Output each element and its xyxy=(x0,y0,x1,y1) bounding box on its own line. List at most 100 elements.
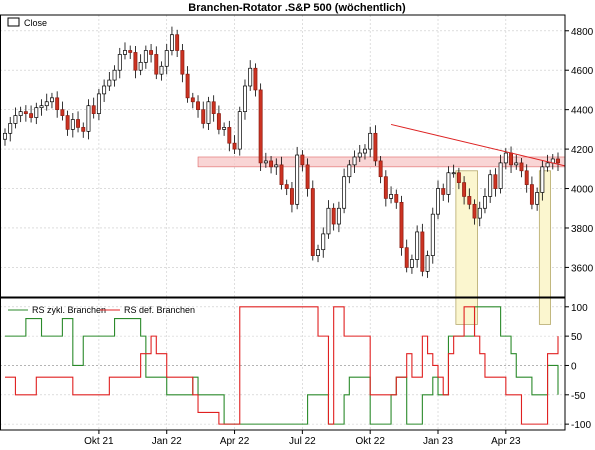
candle-body xyxy=(389,194,394,199)
candle-body xyxy=(383,176,388,199)
candle-body xyxy=(509,152,513,166)
candle-body xyxy=(29,113,34,118)
highlight-boxes xyxy=(455,170,551,325)
candle-body xyxy=(138,61,143,71)
candle-body xyxy=(243,85,247,112)
time-tick-label: Jul 22 xyxy=(289,436,316,447)
candle-body xyxy=(117,54,122,71)
candle-body xyxy=(498,162,503,189)
candle-body xyxy=(263,160,268,164)
candle-body xyxy=(279,164,284,185)
candle-body xyxy=(81,127,86,132)
chart-frame xyxy=(0,14,566,431)
candle-body xyxy=(169,34,174,51)
candle-body xyxy=(185,73,190,99)
time-tick-label: Okt 22 xyxy=(355,436,385,447)
candle-body xyxy=(477,207,482,219)
candle-body xyxy=(50,97,54,103)
candle-body xyxy=(133,52,138,71)
rs-panel-frame xyxy=(0,297,566,431)
candle-body xyxy=(368,132,373,150)
candle-body xyxy=(222,127,227,130)
candle-body xyxy=(3,132,7,140)
candle-body xyxy=(237,111,242,150)
candle-body xyxy=(363,148,367,154)
candle-body xyxy=(342,176,347,209)
candle-body xyxy=(503,152,508,164)
candle-body xyxy=(23,111,28,114)
candle-body xyxy=(399,201,404,249)
candle-body xyxy=(86,105,91,132)
rs-tick-label: 0 xyxy=(571,361,577,372)
candle-body xyxy=(123,50,127,55)
rs-tick-label: -100 xyxy=(571,420,591,431)
candle-body xyxy=(284,184,289,189)
candle-body xyxy=(258,89,263,164)
candle-body xyxy=(493,174,498,189)
candle-body xyxy=(289,188,294,205)
candle-body xyxy=(248,67,253,87)
candle-body xyxy=(70,119,75,130)
candle-body xyxy=(305,164,310,189)
candle-body xyxy=(76,119,80,128)
candle-body xyxy=(300,154,305,166)
candle-body xyxy=(420,231,425,272)
candle-body xyxy=(206,101,211,124)
candle-body xyxy=(556,158,560,164)
candle-body xyxy=(352,156,357,166)
candle-body xyxy=(60,109,65,116)
candle-body xyxy=(39,105,44,109)
candle-body xyxy=(216,113,221,130)
candle-body xyxy=(472,203,477,219)
grid-lines xyxy=(0,15,565,430)
close-legend-label: Close xyxy=(24,18,47,28)
candle-body xyxy=(102,85,107,95)
candle-body xyxy=(310,188,315,256)
time-tick-label: Jan 22 xyxy=(152,436,182,447)
price-tick-label: 4800 xyxy=(571,27,594,38)
candle-body xyxy=(446,172,451,195)
close-legend-swatch xyxy=(7,17,20,27)
time-tick-label: Apr 22 xyxy=(220,436,250,447)
highlight-box xyxy=(455,170,478,325)
rs-defensive-line xyxy=(5,306,559,425)
rs-tick-label: -50 xyxy=(571,391,586,402)
candle-body xyxy=(357,152,362,158)
candle-body xyxy=(196,101,200,111)
candle-body xyxy=(347,164,352,178)
candle-body xyxy=(425,255,430,272)
candle-body xyxy=(451,172,456,175)
candle-body xyxy=(409,259,414,268)
candle-body xyxy=(143,50,148,63)
legends: Close RS zykl. Branchen RS def. Branchen xyxy=(7,17,195,315)
axis-labels: 3600 3800 4000 4200 4400 4600 4800 100 50 0 -50 -10… xyxy=(84,27,594,447)
rs-defensive-legend-label: RS def. Branchen xyxy=(124,305,195,315)
candle-body xyxy=(436,188,440,215)
candle-body xyxy=(430,213,435,256)
candle-body xyxy=(180,50,185,75)
candle-body xyxy=(112,69,117,81)
rs-tick-label: 100 xyxy=(571,303,588,314)
candle-body xyxy=(483,196,487,209)
candle-body xyxy=(331,207,336,225)
rs-cyclical-line xyxy=(5,306,559,425)
candle-body xyxy=(524,170,529,185)
candle-body xyxy=(227,127,232,144)
candle-body xyxy=(535,192,540,205)
price-tick-label: 4600 xyxy=(571,66,594,77)
rs-indicator-series xyxy=(5,306,559,425)
candle-body xyxy=(441,188,446,195)
candle-body xyxy=(154,54,159,75)
candle-body xyxy=(269,160,274,168)
candle-body xyxy=(232,142,237,150)
price-tick-label: 4400 xyxy=(571,106,594,117)
candle-body xyxy=(545,162,550,168)
time-tick-label: Jan 23 xyxy=(423,436,453,447)
candle-body xyxy=(274,164,279,168)
candle-body xyxy=(34,107,39,118)
candle-body xyxy=(415,231,420,260)
candle-body xyxy=(211,101,216,114)
candle-body xyxy=(514,162,519,166)
candle-body xyxy=(96,93,101,114)
